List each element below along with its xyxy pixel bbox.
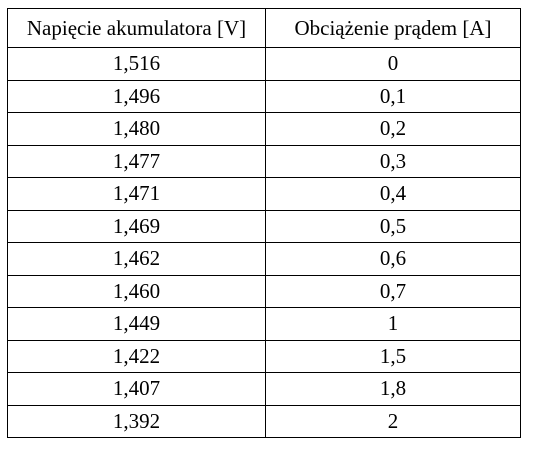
header-voltage: Napięcie akumulatora [V] <box>7 8 266 48</box>
current-cell: 0,7 <box>265 274 521 308</box>
current-cell: 0,2 <box>265 112 521 146</box>
table-row: 1,462 0,6 <box>7 242 521 276</box>
current-cell: 1,5 <box>265 339 521 373</box>
voltage-cell: 1,407 <box>7 372 266 406</box>
voltage-cell: 1,449 <box>7 307 266 341</box>
current-cell: 0,3 <box>265 144 521 178</box>
table-row: 1,460 0,7 <box>7 274 521 308</box>
voltage-cell: 1,471 <box>7 177 266 211</box>
voltage-cell: 1,496 <box>7 79 266 113</box>
current-cell: 0,4 <box>265 177 521 211</box>
header-current: Obciążenie prądem [A] <box>265 8 521 48</box>
table-row: 1,477 0,3 <box>7 144 521 178</box>
current-cell: 0,6 <box>265 242 521 276</box>
header-row: Napięcie akumulatora [V] Obciążenie prąd… <box>7 8 521 48</box>
table-row: 1,516 0 <box>7 47 521 81</box>
voltage-cell: 1,469 <box>7 209 266 243</box>
table-row: 1,469 0,5 <box>7 209 521 243</box>
voltage-cell: 1,460 <box>7 274 266 308</box>
table-row: 1,496 0,1 <box>7 79 521 113</box>
measurement-table: Napięcie akumulatora [V] Obciążenie prąd… <box>7 8 521 438</box>
voltage-cell: 1,462 <box>7 242 266 276</box>
voltage-cell: 1,392 <box>7 404 266 438</box>
table-row: 1,407 1,8 <box>7 372 521 406</box>
current-cell: 2 <box>265 404 521 438</box>
table-row: 1,471 0,4 <box>7 177 521 211</box>
current-cell: 1 <box>265 307 521 341</box>
voltage-cell: 1,516 <box>7 47 266 81</box>
voltage-cell: 1,477 <box>7 144 266 178</box>
current-cell: 0,5 <box>265 209 521 243</box>
table-body: 1,516 0 1,496 0,1 1,480 0,2 1,477 0,3 1,471 0,4 1,… <box>7 47 521 438</box>
table-row: 1,392 2 <box>7 404 521 438</box>
table-row: 1,449 1 <box>7 307 521 341</box>
current-cell: 0 <box>265 47 521 81</box>
voltage-cell: 1,480 <box>7 112 266 146</box>
current-cell: 0,1 <box>265 79 521 113</box>
table-row: 1,480 0,2 <box>7 112 521 146</box>
voltage-cell: 1,422 <box>7 339 266 373</box>
current-cell: 1,8 <box>265 372 521 406</box>
table-row: 1,422 1,5 <box>7 339 521 373</box>
